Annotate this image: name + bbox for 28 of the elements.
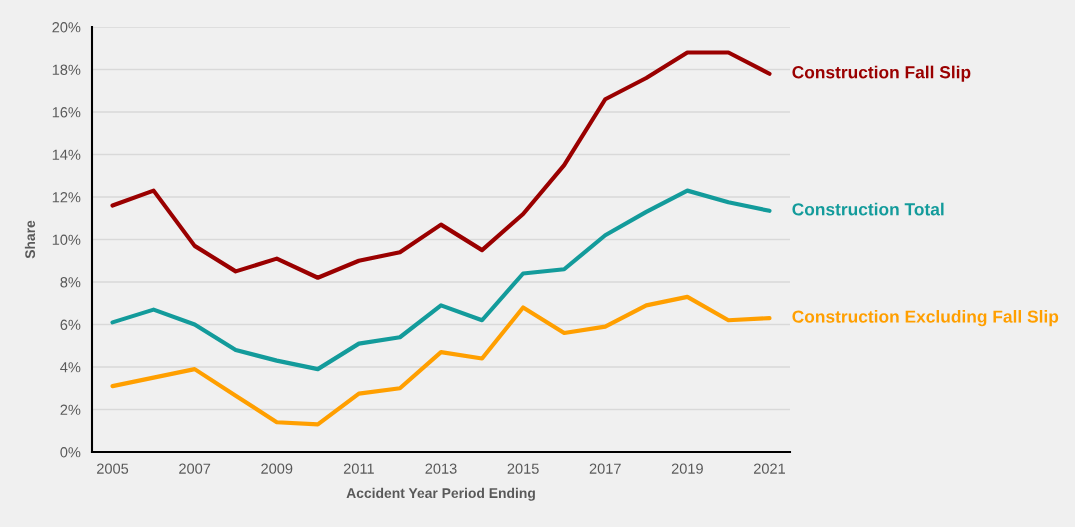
x-tick-label: 2007 bbox=[179, 463, 211, 474]
line-series bbox=[110, 294, 772, 427]
x-tick-label: 2005 bbox=[97, 463, 129, 474]
x-tick-label: 2011 bbox=[343, 463, 374, 474]
series-label: Construction Total bbox=[792, 202, 944, 216]
y-tick-label: 14% bbox=[52, 149, 81, 160]
line-series bbox=[110, 50, 772, 280]
x-tick-label: 2019 bbox=[671, 463, 703, 474]
y-axis-title: Share bbox=[24, 220, 36, 259]
x-tick-label: 2009 bbox=[261, 463, 293, 474]
series-label: Construction Excluding Fall Slip bbox=[792, 310, 1059, 327]
y-tick-label: 0% bbox=[60, 447, 81, 458]
y-tick-label: 20% bbox=[52, 22, 81, 33]
y-tick-label: 2% bbox=[60, 404, 81, 415]
y-tick-label: 4% bbox=[60, 362, 81, 373]
y-tick-label: 18% bbox=[52, 64, 81, 75]
x-tick-label: 2021 bbox=[753, 463, 785, 474]
y-tick-label: 12% bbox=[52, 192, 81, 203]
x-axis-title: Accident Year Period Ending bbox=[346, 487, 535, 501]
y-tick-label: 8% bbox=[60, 277, 81, 288]
series-label: Construction Fall Slip bbox=[792, 65, 971, 82]
line-series bbox=[110, 188, 772, 372]
y-tick-label: 16% bbox=[52, 107, 81, 118]
x-tick-label: 2017 bbox=[589, 463, 621, 474]
x-tick-label: 2013 bbox=[425, 463, 457, 474]
x-tick-label: 2015 bbox=[507, 463, 539, 474]
y-tick-label: 10% bbox=[52, 234, 81, 245]
y-tick-label: 6% bbox=[60, 319, 81, 330]
